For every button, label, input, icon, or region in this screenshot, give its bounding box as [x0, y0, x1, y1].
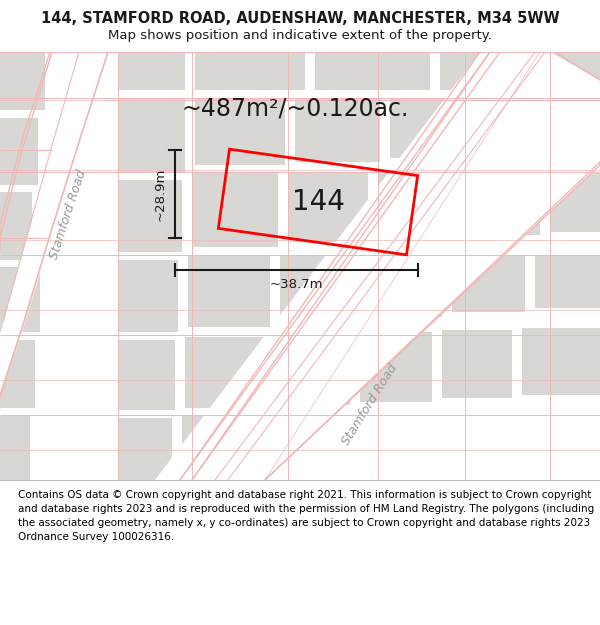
Text: 144: 144: [292, 188, 344, 216]
Polygon shape: [0, 52, 108, 398]
Polygon shape: [442, 330, 512, 398]
Polygon shape: [160, 52, 600, 480]
Text: Stamford Road: Stamford Road: [340, 362, 400, 448]
Polygon shape: [440, 52, 520, 90]
Polygon shape: [368, 255, 442, 317]
Text: ~28.9m: ~28.9m: [154, 168, 167, 221]
Text: Stamford Road: Stamford Road: [47, 169, 89, 261]
Polygon shape: [0, 52, 107, 380]
Polygon shape: [0, 416, 30, 480]
Text: ~487m²/~0.120ac.: ~487m²/~0.120ac.: [181, 96, 409, 120]
Polygon shape: [0, 52, 110, 365]
Text: 144, STAMFORD ROAD, AUDENSHAW, MANCHESTER, M34 5WW: 144, STAMFORD ROAD, AUDENSHAW, MANCHESTE…: [41, 11, 559, 26]
Polygon shape: [0, 52, 45, 110]
Polygon shape: [0, 118, 38, 185]
Polygon shape: [118, 52, 185, 90]
Polygon shape: [535, 255, 600, 308]
Polygon shape: [188, 255, 270, 327]
Polygon shape: [118, 98, 185, 172]
Polygon shape: [478, 98, 555, 155]
Polygon shape: [390, 98, 468, 158]
Polygon shape: [0, 340, 35, 408]
Polygon shape: [378, 172, 455, 238]
Polygon shape: [288, 172, 368, 242]
Polygon shape: [452, 255, 525, 312]
Polygon shape: [275, 335, 350, 405]
Polygon shape: [0, 267, 40, 332]
Polygon shape: [0, 192, 32, 260]
Polygon shape: [118, 180, 182, 252]
Polygon shape: [155, 52, 600, 480]
Polygon shape: [295, 98, 380, 162]
Polygon shape: [530, 52, 600, 90]
Polygon shape: [0, 52, 108, 398]
Polygon shape: [315, 52, 430, 90]
Polygon shape: [522, 328, 600, 395]
Polygon shape: [192, 172, 278, 247]
Polygon shape: [360, 332, 432, 402]
Text: ~38.7m: ~38.7m: [270, 278, 323, 291]
Polygon shape: [185, 337, 265, 408]
Text: Map shows position and indicative extent of the property.: Map shows position and indicative extent…: [108, 29, 492, 42]
Polygon shape: [465, 172, 540, 235]
Polygon shape: [182, 415, 258, 480]
Text: Contains OS data © Crown copyright and database right 2021. This information is : Contains OS data © Crown copyright and d…: [18, 490, 594, 542]
Polygon shape: [550, 172, 600, 232]
Polygon shape: [195, 52, 305, 90]
Polygon shape: [195, 98, 285, 165]
Polygon shape: [118, 418, 172, 480]
Polygon shape: [280, 255, 358, 322]
Polygon shape: [118, 260, 178, 332]
Polygon shape: [155, 52, 600, 480]
Polygon shape: [118, 340, 175, 410]
Polygon shape: [565, 98, 600, 152]
